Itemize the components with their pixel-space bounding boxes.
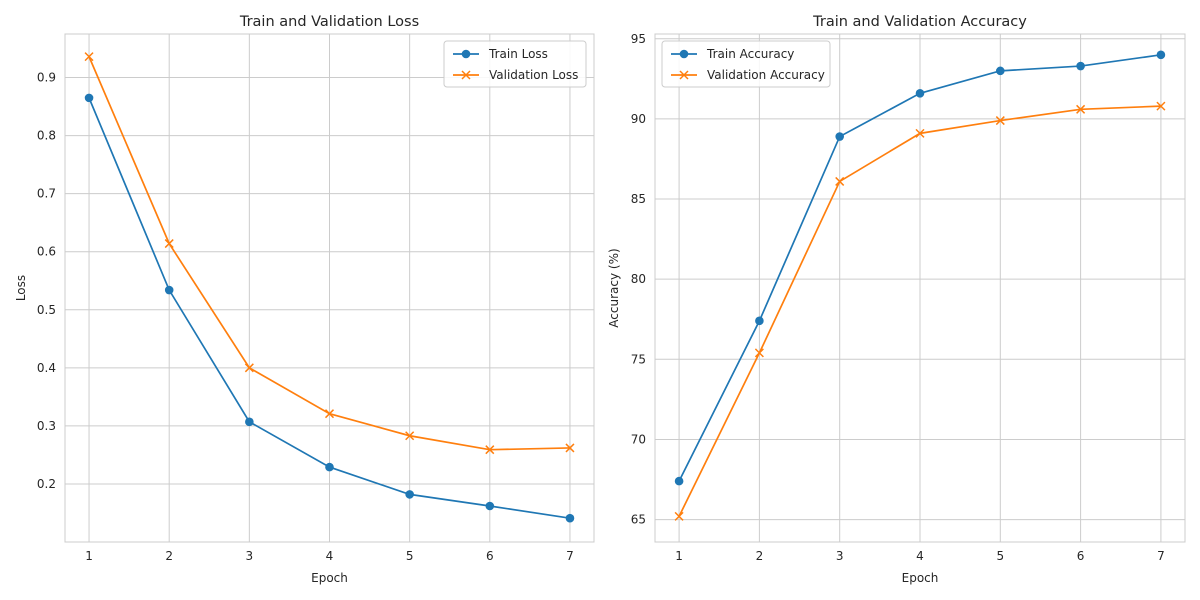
data-point [84,93,94,103]
x-tick-label: 4 [326,549,334,563]
data-point [1076,104,1086,114]
y-tick-label: 0.9 [37,71,56,85]
chart-2: 1 2 3 4 5 6 7 65 70 75 80 85 90 95 Train and Validatio… [607,14,1186,585]
data-point [835,176,845,186]
data-point [996,66,1005,76]
data-point [164,239,174,249]
y-tick-label: 65 [631,513,646,527]
x-axis-label: Epoch [902,571,939,585]
chart-title: Train and Validation Loss [239,14,419,30]
y-tick-label: 0.2 [37,477,56,491]
data-point [674,476,684,486]
legend-label: Train Loss [488,47,548,61]
data-point [245,417,254,427]
y-tick-label: 70 [631,432,646,446]
legend-box [661,40,831,88]
legend-label: Validation Accuracy [707,68,825,82]
legend-label: Validation Loss [489,68,578,82]
data-point [565,513,575,523]
x-tick-label: 3 [246,549,254,563]
data-point [84,52,94,62]
chart-1: 1 2 3 4 5 6 7 0.2 0.3 0.4 0.5 0.6 0.7 0.8 0.9 Train and… [14,14,595,585]
legend-marker [679,70,689,80]
plot-frame [654,33,1186,543]
data-point [835,132,844,141]
x-tick-label: 2 [756,549,764,563]
y-tick-label: 90 [631,112,646,126]
data-point [755,316,764,326]
data-point [324,409,335,419]
y-tick-label: 0.6 [37,245,56,259]
data-point [674,511,684,521]
data-point [915,128,925,138]
data-point [915,88,925,98]
data-point [164,285,174,295]
data-point [565,443,575,453]
x-axis-label: Epoch [311,571,348,585]
x-tick-label: 1 [85,549,93,563]
data-point [485,501,495,511]
legend-marker [461,49,471,59]
x-tick-label: 6 [486,549,494,563]
data-point [1156,101,1166,111]
x-tick-label: 2 [165,549,173,563]
data-point [754,348,764,358]
legend-box [443,40,587,88]
x-tick-label: 7 [1157,549,1165,563]
y-tick-label: 0.5 [37,303,56,317]
legend: Train Accuracy Validation Accuracy [661,40,831,88]
x-tick-label: 5 [406,549,414,563]
x-tick-label: 7 [566,549,574,563]
data-point [1156,50,1166,60]
x-tick-label: 1 [675,549,683,563]
y-tick-label: 0.8 [37,129,56,143]
y-tick-label: 75 [631,352,646,366]
y-axis-label: Loss [14,275,28,301]
chart-title: Train and Validation Accuracy [812,14,1027,30]
y-tick-label: 0.3 [37,419,56,433]
data-point [405,431,415,441]
legend: Train Loss Validation Loss [443,40,587,88]
y-tick-label: 95 [631,32,646,46]
y-tick-label: 0.7 [37,187,56,201]
y-tick-label: 80 [631,272,646,286]
x-tick-label: 3 [836,549,844,563]
y-axis-label: Accuracy (%) [607,248,621,327]
y-tick-label: 85 [631,192,646,206]
data-point [995,116,1005,126]
legend-label: Train Accuracy [706,47,794,61]
data-point [244,363,254,373]
y-tick-label: 0.4 [37,361,56,375]
legend-marker [461,70,471,80]
x-tick-label: 6 [1077,549,1085,563]
data-point [325,462,334,472]
data-point [405,490,414,499]
data-point [1076,61,1085,71]
plot-frame [64,33,595,543]
legend-marker [679,49,689,59]
data-point [485,445,495,455]
x-tick-label: 4 [916,549,924,563]
x-tick-label: 5 [996,549,1004,563]
